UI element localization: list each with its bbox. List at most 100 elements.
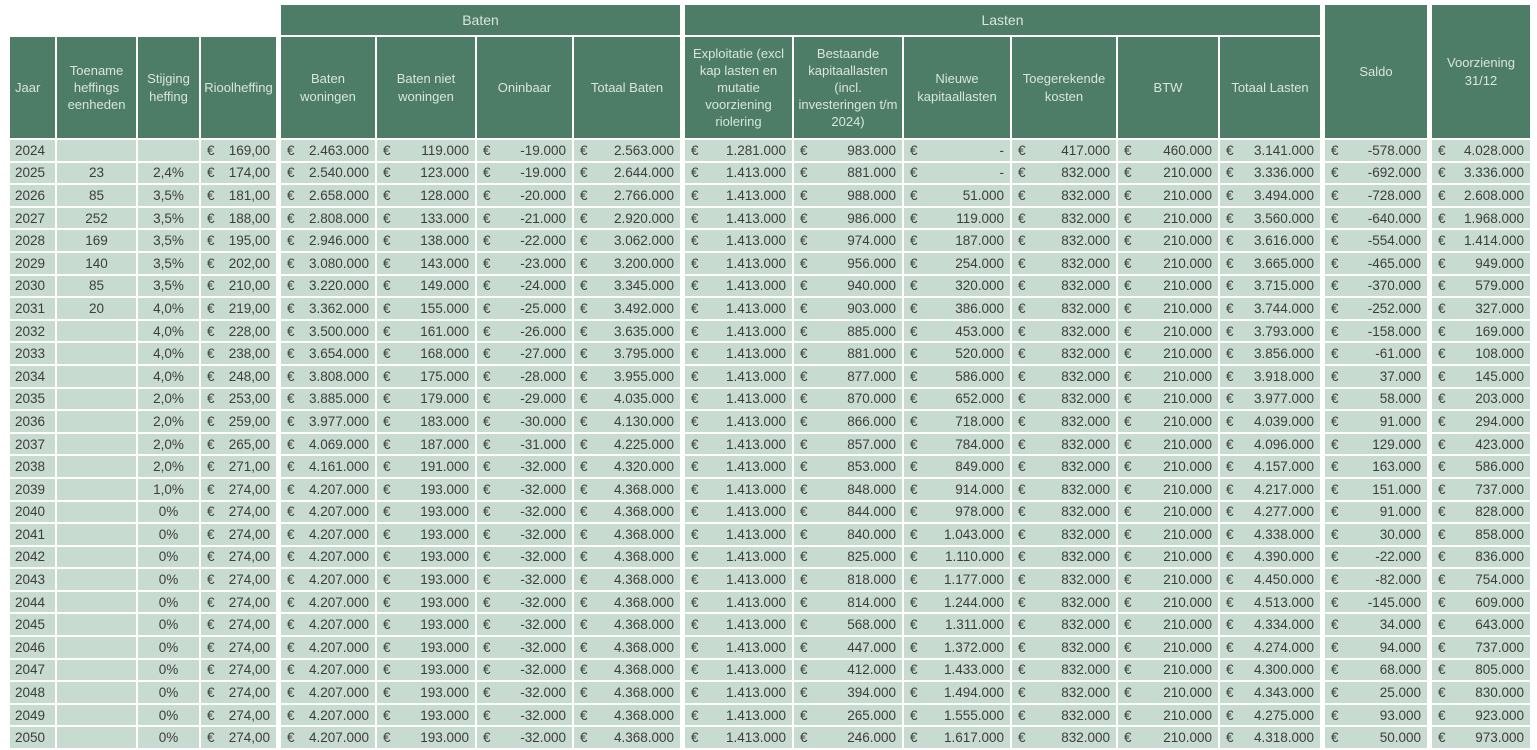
cell-bestaande-kapitaallasten: €988.000	[794, 185, 902, 206]
cell-stijging-heffing: 3,5%	[138, 252, 199, 274]
cell-jaar: 2031	[10, 298, 55, 319]
cell-bestaande-kapitaallasten: €956.000	[794, 252, 902, 274]
euro-sign: €	[910, 368, 918, 384]
cell-exploitatie: €1.281.000	[685, 140, 792, 161]
group-separator	[1429, 682, 1430, 703]
cell-value: 832.000	[1061, 594, 1110, 610]
euro-sign: €	[691, 165, 699, 181]
table-row: 2050 0% €274,00 €4.207.000 €193.000 € -32.000 €…	[10, 727, 1530, 749]
euro-sign: €	[1331, 481, 1339, 497]
cell-jaar: 2027	[10, 207, 55, 229]
cell-value: 1.413.000	[725, 707, 786, 723]
cell-exploitatie: €1.413.000	[685, 320, 792, 342]
group-separator	[1429, 163, 1430, 184]
cell-value: 238,00	[228, 346, 270, 362]
cell-btw: €210.000	[1118, 591, 1218, 613]
cell-value: 4.368.000	[613, 685, 674, 701]
cell-totaal-baten: €4.368.000	[574, 478, 680, 500]
euro-sign: €	[1124, 572, 1132, 588]
cell-stijging-heffing: 0%	[138, 524, 199, 545]
group-separator	[278, 502, 279, 523]
euro-sign: €	[1018, 617, 1026, 633]
table-row: 2027 252 3,5% €188,00 €2.808.000 €133.000 € -21…	[10, 207, 1530, 229]
euro-sign: €	[691, 346, 699, 362]
euro-sign: €	[1331, 278, 1339, 294]
cell-stijging-heffing: 2,4%	[138, 162, 199, 184]
cell-oninbaar: € -22.000	[477, 230, 572, 251]
cell-value: 210.000	[1163, 278, 1212, 294]
cell-voorziening-3112: €3.336.000	[1432, 162, 1530, 184]
column-header-totaal-lasten: Totaal Lasten	[1220, 37, 1320, 138]
euro-sign: €	[1331, 210, 1339, 226]
cell-saldo: €68.000	[1325, 659, 1427, 681]
euro-sign: €	[1438, 187, 1446, 203]
group-separator	[682, 456, 683, 477]
cell-value: 885.000	[847, 323, 896, 339]
euro-sign: €	[287, 662, 295, 678]
euro-sign: €	[1226, 233, 1234, 249]
euro-sign: €	[383, 594, 391, 610]
cell-value: 210.000	[1163, 549, 1212, 565]
cell-baten-niet-woningen: €193.000	[377, 637, 475, 658]
cell-value: -32.000	[520, 526, 566, 542]
cell-value: 3.977.000	[1253, 391, 1314, 407]
cell-value: 844.000	[847, 504, 896, 520]
euro-sign: €	[287, 413, 295, 429]
cell-oninbaar: € -28.000	[477, 365, 572, 387]
euro-sign: €	[1438, 459, 1446, 475]
euro-sign: €	[1438, 504, 1446, 520]
euro-sign: €	[800, 187, 808, 203]
group-separator	[682, 524, 683, 545]
euro-sign: €	[910, 481, 918, 497]
cell-totaal-lasten: €3.616.000	[1220, 230, 1320, 251]
group-separator	[1322, 343, 1323, 364]
euro-sign: €	[287, 549, 295, 565]
cell-totaal-lasten: €4.338.000	[1220, 524, 1320, 545]
cell-oninbaar: € -32.000	[477, 614, 572, 636]
euro-sign: €	[1226, 300, 1234, 316]
cell-totaal-lasten: €4.039.000	[1220, 411, 1320, 432]
cell-exploitatie: €1.413.000	[685, 704, 792, 726]
euro-sign: €	[207, 572, 215, 588]
group-separator	[278, 253, 279, 274]
cell-baten-niet-woningen: €193.000	[377, 478, 475, 500]
cell-stijging-heffing: 0%	[138, 727, 199, 749]
euro-sign: €	[580, 300, 588, 316]
cell-value: 91.000	[1379, 413, 1421, 429]
cell-value: 3.808.000	[308, 368, 369, 384]
euro-sign: €	[691, 572, 699, 588]
cell-btw: €210.000	[1118, 704, 1218, 726]
cell-toename-heffingseenheden	[57, 727, 136, 749]
cell-value: 417.000	[1061, 142, 1110, 158]
euro-sign: €	[1018, 368, 1026, 384]
group-header-lasten: Lasten	[685, 5, 1320, 35]
cell-btw: €210.000	[1118, 185, 1218, 206]
cell-toegerekende-kosten: €832.000	[1012, 230, 1116, 251]
cell-value: 4.343.000	[1253, 685, 1314, 701]
cell-oninbaar: € -19.000	[477, 140, 572, 161]
euro-sign: €	[1331, 459, 1339, 475]
cell-totaal-baten: €4.320.000	[574, 456, 680, 477]
cell-stijging-heffing: 0%	[138, 659, 199, 681]
cell-baten-woningen: €3.654.000	[281, 343, 375, 364]
euro-sign: €	[1438, 707, 1446, 723]
cell-value: -692.000	[1367, 165, 1421, 181]
euro-sign: €	[207, 662, 215, 678]
cell-value: 183.000	[420, 413, 469, 429]
cell-value: 149.000	[420, 278, 469, 294]
cell-value: 832.000	[1061, 662, 1110, 678]
cell-value: -32.000	[520, 594, 566, 610]
euro-sign: €	[1226, 346, 1234, 362]
euro-sign: €	[691, 526, 699, 542]
cell-exploitatie: €1.413.000	[685, 343, 792, 364]
euro-sign: €	[910, 391, 918, 407]
cell-value: 210.000	[1163, 504, 1212, 520]
euro-sign: €	[383, 368, 391, 384]
cell-baten-niet-woningen: €123.000	[377, 162, 475, 184]
euro-sign: €	[1226, 526, 1234, 542]
euro-sign: €	[910, 549, 918, 565]
cell-btw: €210.000	[1118, 275, 1218, 297]
euro-sign: €	[691, 662, 699, 678]
cell-value: 193.000	[420, 662, 469, 678]
cell-nieuwe-kapitaallasten: €254.000	[904, 252, 1010, 274]
